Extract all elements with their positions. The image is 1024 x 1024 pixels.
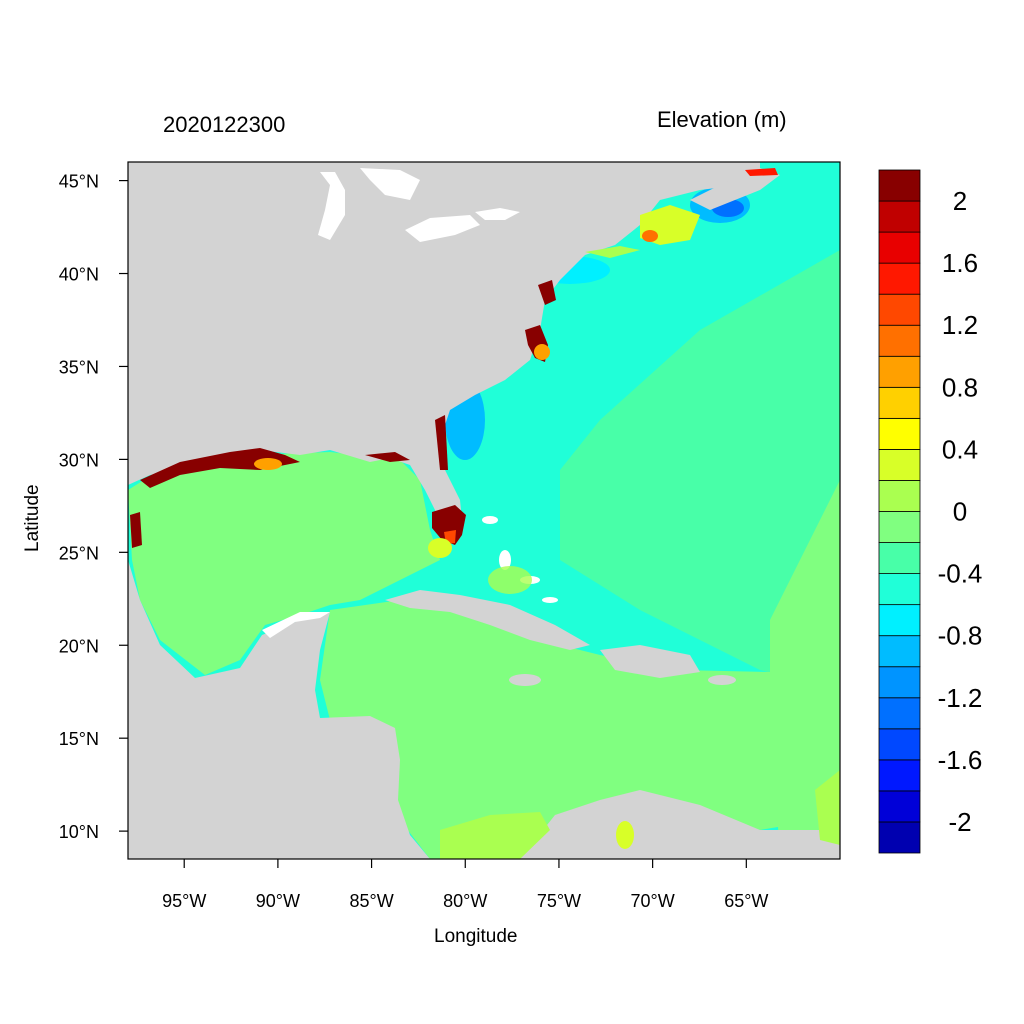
colorbar-bin [878,573,921,606]
north-america-land [128,162,760,535]
orinoco-positive [815,770,840,845]
colorbar-bin [878,759,921,792]
colorbar-bin [878,790,921,823]
x-tick-label: 75°W [537,891,581,911]
texas-coast-surge [130,512,142,548]
south-america-land [520,790,840,859]
map-frame [127,161,841,860]
nova-scotia-land [690,168,780,210]
x-axis-ticks: 95°W 90°W 85°W 80°W 75°W 70°W 65°W [162,859,768,911]
bermuda-eddy [560,515,580,535]
colorbar-label: -1.6 [938,745,983,775]
louisiana-surge-orange [254,458,282,470]
y-tick-label: 35°N [59,357,99,377]
colorbar-bin [878,511,921,543]
colorbar-label: 2 [953,186,967,216]
colorbar-bin [878,604,921,637]
colorbar-bin [878,666,921,699]
y-tick-label: 10°N [59,822,99,842]
delaware-surge [538,280,556,305]
venezuela-positive [616,821,634,849]
gulf-caribbean [128,452,440,675]
east-florida-surge [435,415,448,470]
long-island-positive [585,246,640,258]
florida-panhandle-surge [365,452,410,462]
puerto-rico-land [708,675,736,685]
colorbar-bin [878,169,921,202]
great-lakes [318,168,520,242]
caribbean-sea [320,600,820,859]
panama-positive [440,812,550,859]
x-tick-label: 80°W [443,891,487,911]
colorbar-bin [878,262,921,295]
hispaniola-land [600,645,700,678]
y-tick-label: 30°N [59,450,99,470]
x-tick-label: 95°W [162,891,206,911]
x-tick-label: 70°W [631,891,675,911]
colorbar-bin [878,821,921,854]
colorbar-label: 0.8 [942,372,978,402]
bahamas-bank-positive [488,566,532,594]
jamaica-land [509,674,541,686]
bahamas [482,516,558,603]
colorbar-label: -0.8 [938,621,983,651]
colorbar-bin [878,386,921,419]
colorbar-label: -0.4 [938,559,983,589]
x-tick-label: 90°W [256,891,300,911]
colorbar-label: 0.4 [942,434,978,464]
colorbar-bin [878,635,921,668]
carolina-surge-orange [534,344,550,360]
x-tick-label: 85°W [349,891,393,911]
colorbar-bin [878,417,921,450]
gulf-coast-surge [140,448,300,488]
cape-cod-orange [642,230,658,242]
colorbar-bin [878,200,921,233]
y-tick-label: 40°N [59,265,99,285]
mexico-land [128,560,430,859]
colorbar-label: 1.6 [942,248,978,278]
maine-coast-surge [745,168,778,176]
yucatan-coast [262,612,330,638]
colorbar-label: -1.2 [938,683,983,713]
colorbar-bin [878,293,921,326]
map-field [128,162,840,859]
colorbar-bin [878,480,921,512]
cuba-land [385,590,590,650]
y-axis-ticks: 45°N 40°N 35°N 30°N 25°N 20°N 15°N 10°N [59,172,128,842]
y-tick-label: 45°N [59,172,99,192]
x-axis-label: Longitude [434,926,518,947]
florida-high-surge [432,505,466,545]
colorbar-bin [878,697,921,730]
atlantic-central [560,250,840,690]
y-tick-label: 25°N [59,543,99,563]
date-title: 2020122300 [163,112,286,137]
y-tick-label: 20°N [59,636,99,656]
colorbar-label: 0 [953,497,967,527]
florida-bay-positive [428,538,452,558]
colorbar: 2 1.6 1.2 0.8 0.4 0 -0.4 -0.8 -1.2 -1.6 -2 [878,169,983,854]
y-tick-label: 15°N [59,729,99,749]
colorbar-bin [878,449,921,481]
colorbar-label: -2 [948,807,971,837]
colorbar-bin [878,542,921,574]
variable-title: Elevation (m) [657,107,787,132]
colorbar-bin [878,231,921,264]
colorbar-bin [878,355,921,388]
colorbar-bin [878,728,921,761]
colorbar-bin [878,324,921,357]
x-tick-label: 65°W [724,891,768,911]
colorbar-label: 1.2 [942,310,978,340]
